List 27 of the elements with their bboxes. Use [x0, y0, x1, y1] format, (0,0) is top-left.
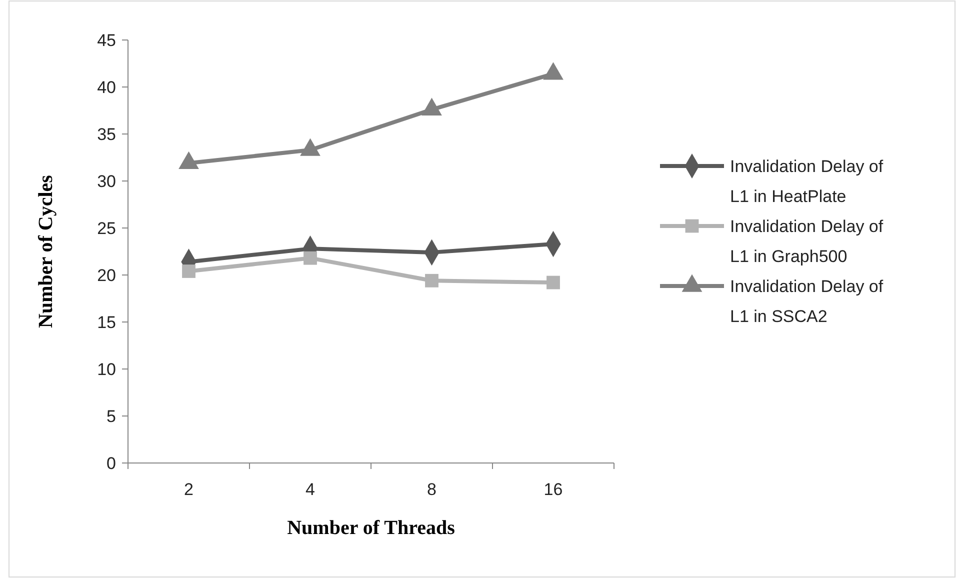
y-tick-label: 35: [97, 125, 116, 144]
x-tick-label: 4: [306, 480, 315, 499]
legend-label: Invalidation Delay of L1 in SSCA2: [730, 277, 884, 326]
x-tick-label: 2: [184, 480, 194, 499]
y-tick-label: 20: [97, 266, 116, 285]
y-tick-label: 40: [97, 78, 116, 97]
x-tick-label: 8: [427, 480, 436, 499]
legend-label: Invalidation Delay of L1 in Graph500: [730, 217, 884, 266]
point: [422, 98, 442, 116]
x-axis-title: Number of Threads: [287, 517, 456, 539]
y-tick-label: 10: [97, 360, 116, 379]
y-tick-label: 15: [97, 313, 116, 332]
y-tick-label: 5: [106, 407, 116, 426]
point: [178, 151, 199, 170]
point: [546, 276, 560, 290]
y-tick-label: 45: [97, 31, 116, 50]
point: [182, 264, 196, 278]
point: [543, 62, 564, 80]
x-tick-label: 16: [544, 480, 563, 499]
legend-label: Invalidation Delay of L1 in HeatPlate: [730, 157, 884, 206]
y-tick-label: 25: [97, 219, 116, 238]
point: [425, 274, 438, 288]
y-axis-title: Number of Cycles: [35, 174, 57, 328]
point: [300, 138, 320, 156]
y-tick-label: 30: [97, 172, 116, 191]
point: [304, 251, 317, 265]
y-tick-label: 0: [106, 454, 116, 473]
